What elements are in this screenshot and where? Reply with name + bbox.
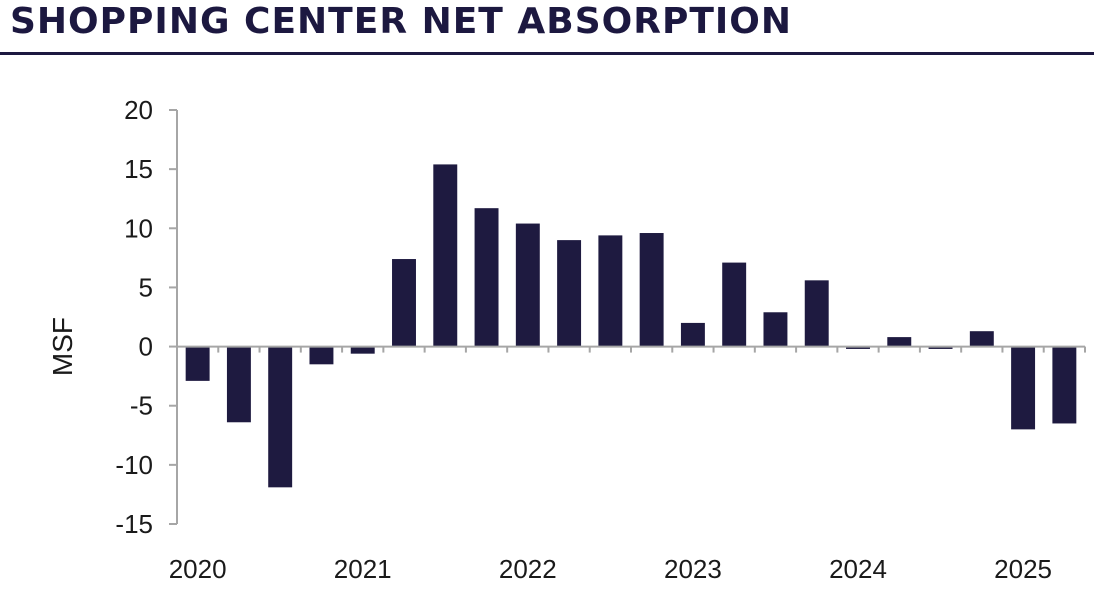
bar — [639, 233, 664, 347]
bar — [268, 346, 293, 488]
bar — [887, 337, 912, 347]
x-tick-label: 2025 — [994, 554, 1052, 584]
bar — [392, 259, 416, 347]
bar — [433, 164, 458, 347]
bar — [1011, 346, 1036, 430]
bar — [1052, 346, 1077, 424]
bar — [474, 208, 499, 347]
x-tick-label: 2022 — [499, 554, 557, 584]
y-tick-label: -10 — [115, 450, 153, 480]
y-tick-label: 15 — [124, 154, 153, 184]
bar — [350, 346, 375, 354]
bar — [928, 346, 953, 349]
bar — [557, 240, 582, 347]
bar — [969, 331, 994, 347]
y-tick-label: -15 — [115, 509, 153, 539]
x-tick-label: 2020 — [169, 554, 227, 584]
y-tick-label: 10 — [124, 213, 153, 243]
bar — [309, 346, 334, 365]
y-tick-label: 0 — [139, 332, 153, 362]
y-tick-label: 5 — [139, 272, 153, 302]
x-tick-label: 2021 — [334, 554, 392, 584]
bar — [722, 262, 747, 347]
y-axis: 20 15 10 5 0 -5 -10 -15 — [115, 95, 178, 539]
bars — [185, 164, 1077, 488]
bar — [226, 346, 251, 423]
x-tick-label: 2023 — [664, 554, 722, 584]
bar — [515, 223, 540, 347]
y-axis-label: MSF — [47, 317, 78, 376]
y-tick-label: 20 — [124, 95, 153, 125]
title-divider — [0, 52, 1094, 55]
bar — [598, 235, 623, 347]
x-tick-label: 2024 — [829, 554, 887, 584]
bar — [680, 322, 705, 347]
y-tick-label: -5 — [130, 391, 153, 421]
bar — [763, 312, 788, 347]
chart-title: SHOPPING CENTER NET ABSORPTION — [10, 1, 793, 42]
bar — [185, 346, 210, 381]
bar — [804, 280, 829, 347]
bar — [846, 346, 870, 349]
x-axis: 2020 2021 2022 2023 2024 2025 — [169, 345, 1086, 584]
